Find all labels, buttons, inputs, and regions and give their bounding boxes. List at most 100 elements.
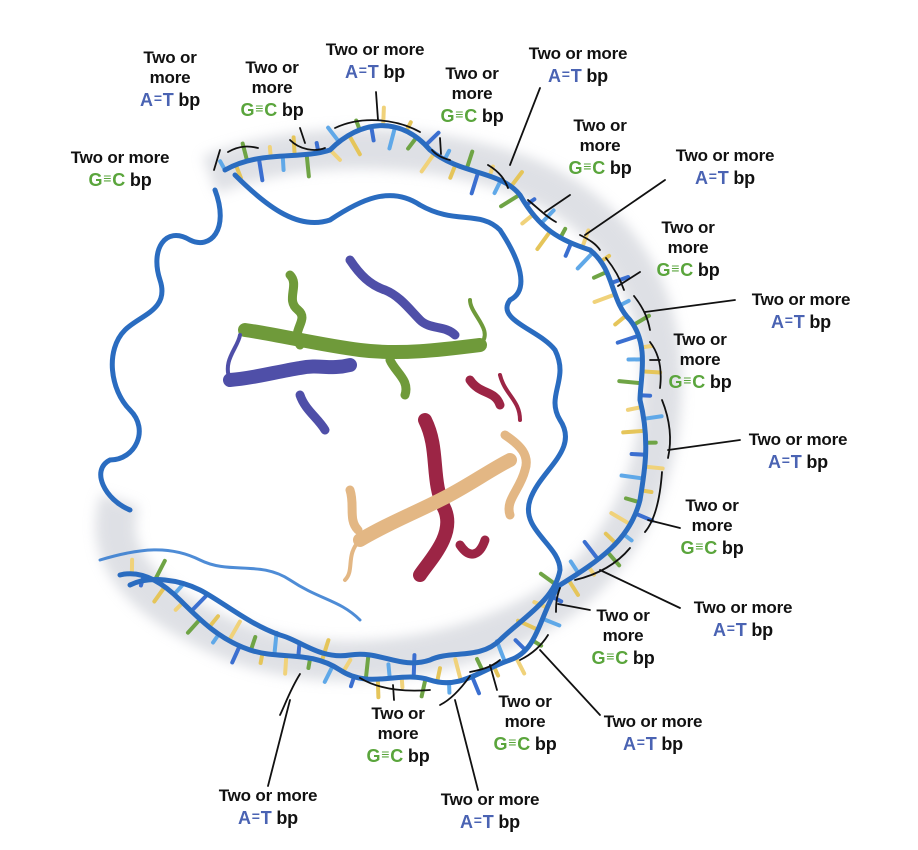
base-pair-line: A=T bp xyxy=(326,60,425,82)
base-pair-rung xyxy=(640,369,663,375)
base-letter: C xyxy=(264,100,278,120)
hydrogen-bond-symbol: ≡ xyxy=(606,648,615,664)
callout-line xyxy=(392,684,395,701)
base-pair-rung xyxy=(609,511,633,527)
base-pair-rung xyxy=(423,130,441,148)
hydrogen-bond-symbol: = xyxy=(636,734,645,750)
callout-line xyxy=(519,634,549,661)
bp-unit: bp xyxy=(277,100,304,120)
base-pair-rung xyxy=(419,676,428,699)
bp-unit: bp xyxy=(125,170,152,190)
base-letter: C xyxy=(680,260,694,280)
dna-backbone-strand-3 xyxy=(98,548,362,622)
base-pair-rung xyxy=(464,149,475,171)
base-pair-rung xyxy=(346,133,362,157)
base-letter: G xyxy=(88,170,103,190)
label-text-line: more xyxy=(504,712,546,731)
label-text-line: Two or more xyxy=(218,786,318,805)
base-pair-label: Two or more A=T bp xyxy=(694,598,793,640)
hydrogen-bond-symbol: = xyxy=(561,66,570,82)
callout-line xyxy=(644,471,663,533)
base-pair-line: G≡C bp xyxy=(668,370,731,392)
callout-line xyxy=(667,439,741,451)
base-pair-rung xyxy=(291,135,297,158)
base-letter: C xyxy=(517,734,531,754)
bp-unit: bp xyxy=(530,734,557,754)
base-letter: A xyxy=(344,62,358,82)
base-pair-rung xyxy=(582,539,601,562)
base-letter: G xyxy=(591,648,606,668)
base-pair-rung xyxy=(375,677,381,700)
base-pair-rung xyxy=(605,549,622,568)
hydrogen-bond-symbol: ≡ xyxy=(683,372,692,388)
histone-red xyxy=(413,373,522,582)
base-pair-label: Two or more G≡C bp xyxy=(568,116,631,178)
base-pair-line: G≡C bp xyxy=(71,168,170,190)
base-pair-label: Two or more A=T bp xyxy=(676,146,775,188)
base-pair-rung xyxy=(617,379,644,386)
base-pair-line: G≡C bp xyxy=(591,646,654,668)
label-text-line: more xyxy=(679,350,721,369)
base-pair-rung xyxy=(619,473,646,481)
hydrogen-bond-symbol: ≡ xyxy=(695,538,704,554)
base-pair-label: Two or more A=T bp xyxy=(219,786,318,828)
base-pair-label: Two or more A=T bp xyxy=(326,40,425,82)
base-pair-label: Two or more G≡C bp xyxy=(71,148,170,190)
base-pair-line: G≡C bp xyxy=(366,744,429,766)
base-letter: A xyxy=(622,734,636,754)
base-pair-rung xyxy=(592,292,618,304)
base-pair-rung xyxy=(470,674,481,696)
callout-line xyxy=(454,699,479,791)
callout-line xyxy=(469,659,501,673)
hydrogen-bond-symbol: ≡ xyxy=(508,734,517,750)
callout-line xyxy=(299,127,306,144)
callout-line xyxy=(605,257,625,291)
base-pair-line: G≡C bp xyxy=(240,98,303,120)
base-letter: G xyxy=(366,746,381,766)
base-pair-rung xyxy=(152,584,167,604)
label-text-line: more xyxy=(377,724,419,743)
callout-line xyxy=(227,145,259,153)
base-pair-rung xyxy=(509,170,524,189)
base-pair-rung xyxy=(411,653,417,680)
hydrogen-bond-symbol: ≡ xyxy=(671,260,680,276)
base-pair-label: Two or more G≡C bp xyxy=(240,58,303,120)
callout-line xyxy=(527,199,557,223)
hydrogen-bond-symbol: = xyxy=(781,452,790,468)
base-pair-line: G≡C bp xyxy=(440,104,503,126)
label-text-line: Two or more xyxy=(751,290,851,309)
base-pair-line: A=T bp xyxy=(140,88,200,110)
callout-line xyxy=(557,603,591,611)
base-letter: T xyxy=(367,62,379,82)
hydrogen-bond-symbol: = xyxy=(784,312,793,328)
base-pair-rung xyxy=(230,644,242,665)
label-text-line: Two or more xyxy=(693,598,793,617)
histone-core xyxy=(223,255,531,582)
callout-line xyxy=(213,149,221,171)
hydrogen-bond-symbol: ≡ xyxy=(583,158,592,174)
base-letter: C xyxy=(692,372,706,392)
hydrogen-bond-symbol: ≡ xyxy=(103,170,112,186)
bp-unit: bp xyxy=(728,168,755,188)
callout-line xyxy=(599,569,681,609)
dna-backbone-strand-2 xyxy=(98,172,568,666)
base-pair-label: Two or more G≡C bp xyxy=(440,64,503,126)
callout-line xyxy=(649,341,662,389)
callout-line xyxy=(439,675,471,706)
base-pair-rung xyxy=(387,125,398,151)
base-letter: A xyxy=(712,620,726,640)
bp-unit: bp xyxy=(656,734,683,754)
base-letter: A xyxy=(140,90,153,110)
base-pair-label: Two or more G≡C bp xyxy=(493,692,556,754)
base-pair-label: Two or more G≡C bp xyxy=(656,218,719,280)
base-pair-rung xyxy=(566,577,581,597)
base-pair-label: Two or more G≡C bp xyxy=(366,704,429,766)
base-pair-rung xyxy=(419,151,437,174)
base-letter: G xyxy=(668,372,683,392)
label-text-line: Two or xyxy=(573,116,627,135)
bp-unit: bp xyxy=(493,812,520,832)
base-letter: C xyxy=(390,746,404,766)
base-pair-rung xyxy=(575,250,595,271)
label-text-line: Two or xyxy=(245,58,299,77)
hydrogen-bond-symbol: = xyxy=(251,808,260,824)
